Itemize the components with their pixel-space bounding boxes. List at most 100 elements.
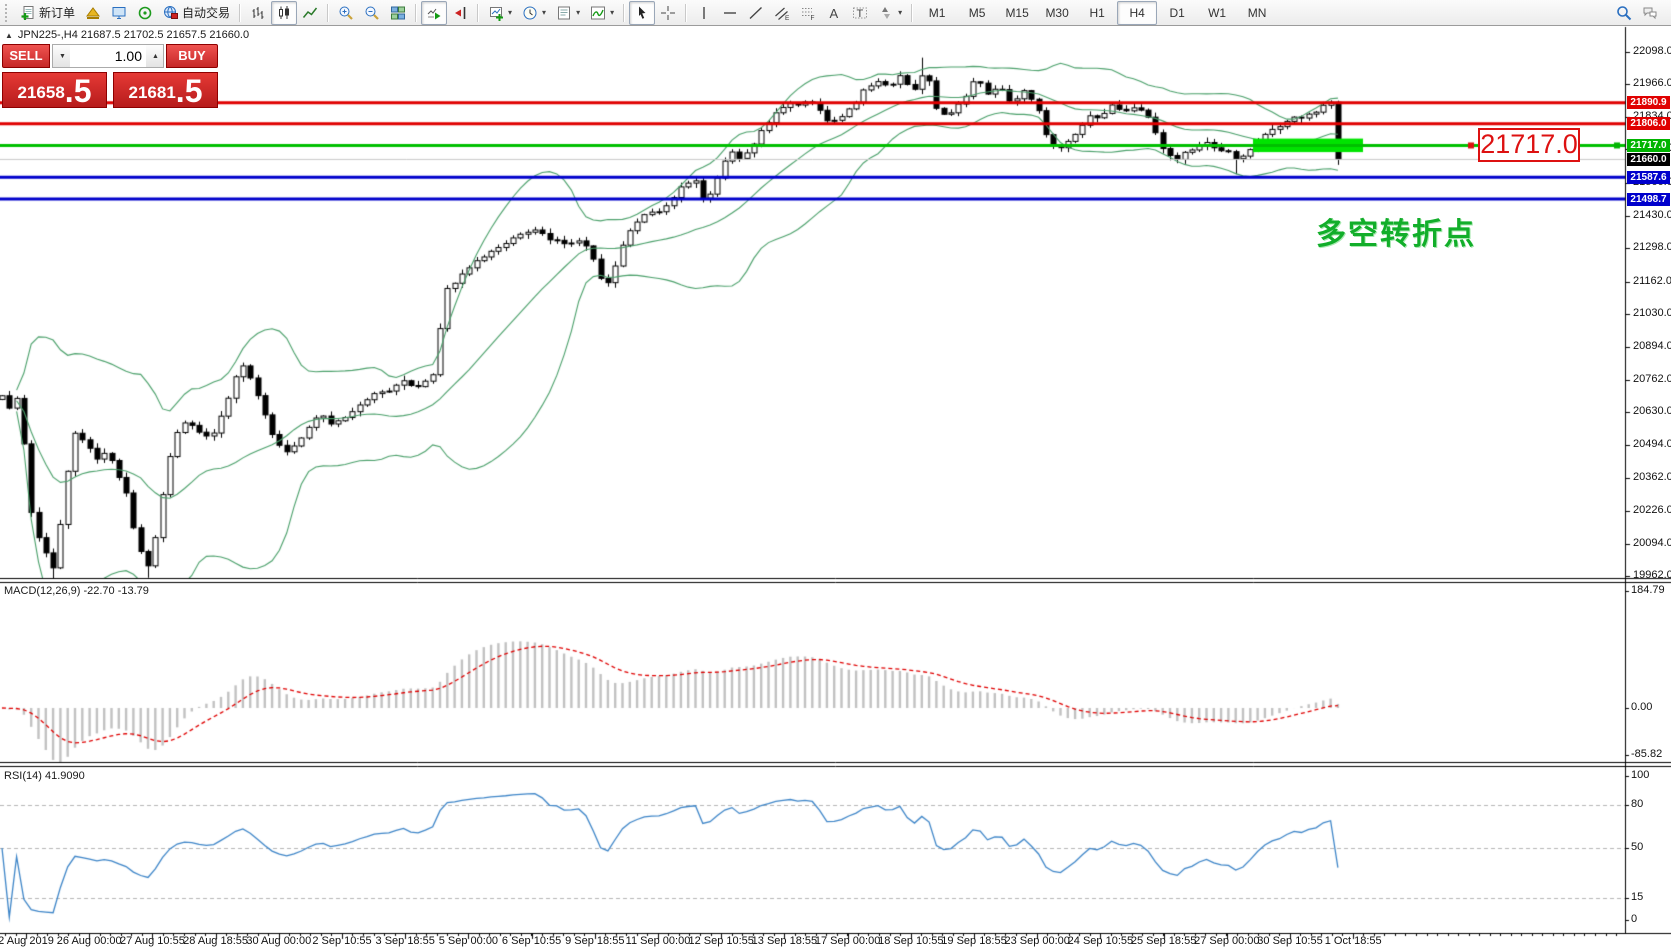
text-tool-icon: A (830, 6, 839, 21)
zoom-in-icon (339, 6, 353, 20)
timeframe-d1-button[interactable]: D1 (1169, 5, 1185, 20)
profiles-button[interactable] (80, 1, 106, 25)
toolbar-separator (685, 3, 688, 22)
timeframe-m15-button[interactable]: M15 (1005, 5, 1029, 20)
dropdown-caret: ▾ (508, 8, 513, 17)
indicators-button[interactable]: ▾ (585, 1, 619, 25)
toolbar-separator (239, 3, 242, 22)
ask-price-fraction: .5 (175, 73, 203, 109)
price-callout-box[interactable]: 21717.0 (1478, 128, 1580, 162)
cursor-button[interactable] (629, 0, 656, 25)
new-chart-button[interactable]: ▾ (483, 1, 517, 25)
toolbar-separator (415, 3, 418, 22)
trendline-icon (749, 6, 763, 19)
timeframe-m1-button[interactable]: M1 (928, 5, 946, 20)
arrows-tool-button[interactable]: ▾ (873, 1, 907, 25)
rsi-label: RSI(14) 41.9090 (4, 770, 85, 782)
zoom-in-button[interactable] (333, 1, 359, 25)
svg-text:T: T (857, 8, 864, 20)
chat-button[interactable] (1637, 1, 1663, 25)
sell-button[interactable]: SELL (2, 44, 50, 68)
chat-icon (1643, 7, 1657, 19)
auto-scroll-icon (427, 8, 441, 19)
tile-windows-icon (391, 6, 406, 19)
search-icon (1617, 5, 1632, 20)
clock-icon (523, 6, 537, 19)
new-chart-icon (490, 6, 504, 21)
dropdown-caret: ▾ (610, 8, 615, 17)
symbol-info-line[interactable]: ▲ JPN225-,H4 21687.5 21702.5 21657.5 216… (5, 29, 249, 41)
symbol-info-text: JPN225-,H4 21687.5 21702.5 21657.5 21660… (17, 29, 250, 41)
periods-button[interactable]: ▾ (517, 1, 551, 25)
chart-annotation-text[interactable]: 多空转折点 (1316, 218, 1476, 251)
main-toolbar: 新订单 自动交易 ▾ ▾ (0, 0, 1671, 26)
horizontal-line-icon (724, 11, 737, 14)
bar-chart-button[interactable] (245, 1, 271, 25)
search-button[interactable] (1611, 1, 1637, 25)
bid-price-panel[interactable]: 21658.5 (2, 72, 107, 108)
buy-button[interactable]: BUY (166, 44, 218, 68)
tile-windows-button[interactable] (385, 1, 411, 25)
volume-increase-button[interactable]: ▲ (146, 45, 163, 67)
data-window-button[interactable] (132, 1, 158, 25)
toolbar-grip (5, 3, 12, 22)
timeframe-m5-button[interactable]: M5 (968, 5, 986, 20)
toolbar-separator (327, 3, 330, 22)
autotrading-button[interactable]: 自动交易 (158, 1, 235, 25)
zoom-out-button[interactable] (359, 1, 385, 25)
market-watch-button[interactable] (106, 1, 132, 25)
timeframe-m30-button[interactable]: M30 (1045, 5, 1069, 20)
chart-shift-icon (455, 6, 466, 19)
autotrading-icon (164, 5, 179, 19)
horizontal-line-button[interactable] (717, 1, 743, 25)
market-watch-icon (112, 6, 126, 19)
new-order-label: 新订单 (39, 6, 76, 20)
data-window-icon (138, 6, 152, 19)
toolbar-separator (623, 3, 626, 22)
trendline-button[interactable] (743, 1, 769, 25)
candlestick-chart-icon (279, 5, 290, 19)
volume-spinner: ▼ ▲ (52, 44, 164, 68)
auto-scroll-button[interactable] (421, 0, 448, 25)
svg-text:A: A (830, 6, 839, 21)
volume-decrease-button[interactable]: ▼ (53, 45, 70, 67)
candlestick-chart-button[interactable] (271, 0, 298, 25)
equidistant-channel-button[interactable]: E (769, 1, 795, 25)
timeframe-group: M1 M5 M15 M30 H1 H4 D1 W1 MN (917, 0, 1277, 25)
indicators-icon (591, 6, 606, 19)
bar-chart-icon (252, 6, 264, 19)
collapse-arrow-icon[interactable]: ▲ (5, 30, 13, 40)
timeframe-w1-button[interactable]: W1 (1208, 5, 1227, 20)
line-chart-icon (302, 7, 318, 18)
fibonacci-button[interactable]: F (795, 1, 821, 25)
channel-icon: E (775, 7, 790, 21)
zoom-out-icon (365, 6, 379, 20)
vertical-line-icon (703, 6, 705, 19)
arrows-tool-icon (882, 6, 891, 19)
fibonacci-icon: F (802, 7, 815, 21)
ask-price-panel[interactable]: 21681.5 (113, 72, 218, 108)
line-chart-button[interactable] (297, 1, 323, 25)
profiles-icon (86, 6, 101, 19)
timeframe-mn-button[interactable]: MN (1247, 5, 1267, 20)
timeframe-h1-button[interactable]: H1 (1089, 5, 1105, 20)
autotrading-label: 自动交易 (182, 6, 231, 20)
bid-price-main: 21658 (17, 83, 65, 102)
chart-shift-button[interactable] (447, 1, 473, 25)
template-icon (558, 6, 571, 19)
toolbar-separator (911, 3, 914, 22)
ask-price-main: 21681 (128, 83, 176, 102)
svg-text:E: E (785, 15, 790, 21)
crosshair-button[interactable] (655, 1, 681, 25)
text-label-button[interactable]: T (847, 1, 873, 25)
svg-text:F: F (811, 15, 815, 21)
timeframe-h4-button[interactable]: H4 (1117, 0, 1158, 25)
templates-button[interactable]: ▾ (551, 1, 585, 25)
vertical-line-button[interactable] (691, 1, 717, 25)
volume-input[interactable] (70, 45, 146, 67)
text-tool-button[interactable]: A (821, 1, 847, 25)
dropdown-caret: ▾ (576, 8, 581, 17)
macd-label: MACD(12,26,9) -22.70 -13.79 (4, 585, 149, 597)
new-order-button[interactable]: 新订单 (15, 1, 80, 25)
